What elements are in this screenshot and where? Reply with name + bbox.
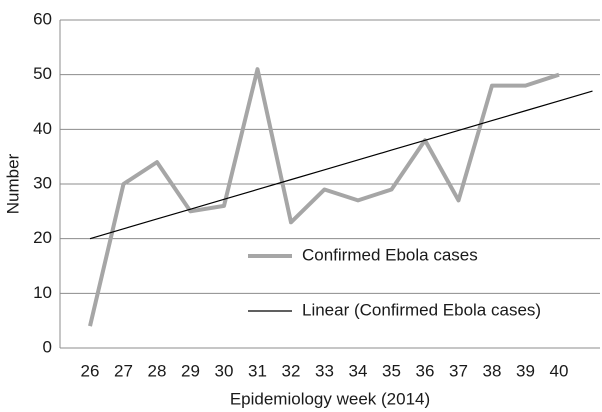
- x-tick-label: 28: [148, 361, 167, 380]
- y-tick-label: 30: [33, 173, 52, 192]
- y-tick-label: 10: [33, 283, 52, 302]
- x-tick-label: 34: [349, 361, 368, 380]
- x-tick-label: 40: [550, 361, 569, 380]
- y-tick-label: 20: [33, 228, 52, 247]
- x-tick-label: 37: [449, 361, 468, 380]
- series-line: [88, 67, 560, 327]
- y-axis-label: Number: [3, 153, 22, 214]
- x-tick-label: 29: [181, 361, 200, 380]
- y-tick-label: 50: [33, 64, 52, 83]
- y-tick-label: 0: [43, 337, 52, 356]
- x-tick-label: 33: [315, 361, 334, 380]
- legend-label: Linear (Confirmed Ebola cases): [302, 300, 541, 319]
- x-tick-label: 39: [516, 361, 535, 380]
- x-tick-label: 32: [282, 361, 301, 380]
- x-tick-label: 36: [416, 361, 435, 380]
- y-tick-label: 60: [33, 9, 52, 28]
- legend-label: Confirmed Ebola cases: [302, 245, 478, 264]
- x-tick-label: 31: [248, 361, 267, 380]
- series-line: [89, 90, 593, 240]
- x-tick-label: 35: [382, 361, 401, 380]
- y-tick-label: 40: [33, 119, 52, 138]
- x-tick-label: 27: [114, 361, 133, 380]
- x-tick-label: 30: [215, 361, 234, 380]
- x-tick-label: 38: [483, 361, 502, 380]
- x-tick-label: 26: [81, 361, 100, 380]
- x-axis-label: Epidemiology week (2014): [230, 389, 430, 408]
